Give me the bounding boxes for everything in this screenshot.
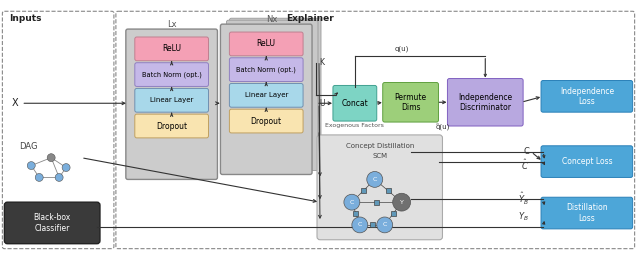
Text: Dropout: Dropout bbox=[156, 121, 188, 131]
Text: Batch Norm (opt.): Batch Norm (opt.) bbox=[141, 71, 202, 78]
FancyBboxPatch shape bbox=[333, 85, 377, 121]
FancyBboxPatch shape bbox=[229, 58, 303, 82]
Text: DAG: DAG bbox=[19, 142, 38, 151]
FancyBboxPatch shape bbox=[229, 18, 321, 169]
Text: SCM: SCM bbox=[372, 153, 387, 159]
Text: Permute
Dims: Permute Dims bbox=[394, 92, 427, 112]
Text: Distillation
Loss: Distillation Loss bbox=[566, 203, 607, 223]
FancyBboxPatch shape bbox=[227, 20, 318, 170]
FancyBboxPatch shape bbox=[353, 211, 358, 216]
Text: Y: Y bbox=[400, 200, 404, 205]
FancyBboxPatch shape bbox=[541, 146, 632, 178]
FancyBboxPatch shape bbox=[370, 223, 375, 227]
Text: C: C bbox=[524, 147, 529, 156]
FancyBboxPatch shape bbox=[135, 37, 209, 61]
Text: Linear Layer: Linear Layer bbox=[244, 92, 288, 98]
Text: Nx: Nx bbox=[266, 15, 278, 24]
FancyBboxPatch shape bbox=[541, 197, 632, 229]
Text: X: X bbox=[12, 98, 18, 108]
Circle shape bbox=[344, 194, 360, 210]
Text: $\hat{C}$: $\hat{C}$ bbox=[521, 157, 529, 172]
Circle shape bbox=[35, 173, 44, 181]
FancyBboxPatch shape bbox=[374, 200, 380, 205]
Text: Linear Layer: Linear Layer bbox=[150, 97, 193, 103]
Text: Lx: Lx bbox=[167, 20, 177, 29]
FancyBboxPatch shape bbox=[135, 63, 209, 86]
FancyBboxPatch shape bbox=[229, 109, 303, 133]
FancyBboxPatch shape bbox=[386, 188, 390, 193]
Text: K: K bbox=[319, 58, 324, 67]
FancyBboxPatch shape bbox=[541, 81, 632, 112]
Text: Concept Distillation: Concept Distillation bbox=[346, 143, 414, 149]
FancyBboxPatch shape bbox=[447, 78, 523, 126]
Text: U: U bbox=[319, 99, 324, 108]
Text: Explainer: Explainer bbox=[286, 14, 334, 23]
Circle shape bbox=[377, 217, 393, 233]
Text: C: C bbox=[358, 223, 362, 227]
Text: Independence
Discriminator: Independence Discriminator bbox=[458, 92, 513, 112]
Text: q̃(u): q̃(u) bbox=[435, 124, 450, 132]
FancyBboxPatch shape bbox=[126, 29, 218, 179]
Circle shape bbox=[55, 173, 63, 181]
Text: Concept Loss: Concept Loss bbox=[561, 157, 612, 166]
Circle shape bbox=[367, 171, 383, 187]
Text: Inputs: Inputs bbox=[10, 14, 42, 23]
Text: $\hat{Y}_B$: $\hat{Y}_B$ bbox=[518, 191, 529, 207]
Text: Dropout: Dropout bbox=[251, 117, 282, 125]
Circle shape bbox=[352, 217, 368, 233]
Circle shape bbox=[47, 154, 55, 162]
Text: $Y_B$: $Y_B$ bbox=[518, 211, 529, 223]
Text: C: C bbox=[383, 223, 387, 227]
Text: Batch Norm (opt.): Batch Norm (opt.) bbox=[236, 66, 296, 73]
Text: Concat: Concat bbox=[342, 99, 368, 108]
FancyBboxPatch shape bbox=[317, 135, 442, 240]
Text: C: C bbox=[349, 200, 354, 205]
Text: ReLU: ReLU bbox=[162, 44, 181, 53]
Text: Exogenous Factors: Exogenous Factors bbox=[325, 123, 384, 128]
FancyBboxPatch shape bbox=[229, 32, 303, 56]
FancyBboxPatch shape bbox=[135, 88, 209, 112]
FancyBboxPatch shape bbox=[229, 84, 303, 107]
Text: Black-box
Classifier: Black-box Classifier bbox=[33, 213, 71, 233]
Circle shape bbox=[62, 164, 70, 171]
FancyBboxPatch shape bbox=[390, 211, 396, 216]
Text: Independence
Loss: Independence Loss bbox=[560, 87, 614, 106]
FancyBboxPatch shape bbox=[135, 114, 209, 138]
Text: ReLU: ReLU bbox=[257, 39, 276, 49]
FancyBboxPatch shape bbox=[361, 188, 366, 193]
FancyBboxPatch shape bbox=[220, 24, 312, 174]
Circle shape bbox=[28, 162, 35, 169]
FancyBboxPatch shape bbox=[383, 83, 438, 122]
Circle shape bbox=[393, 193, 411, 211]
FancyBboxPatch shape bbox=[4, 202, 100, 244]
Text: C: C bbox=[372, 177, 377, 182]
Text: q(u): q(u) bbox=[395, 46, 409, 52]
